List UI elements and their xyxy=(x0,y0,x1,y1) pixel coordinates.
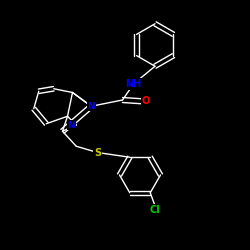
Text: O: O xyxy=(142,96,150,106)
Text: NH: NH xyxy=(126,79,142,89)
Text: Cl: Cl xyxy=(150,205,161,215)
Text: N: N xyxy=(88,102,95,111)
Text: N: N xyxy=(68,120,75,130)
Text: S: S xyxy=(94,148,101,158)
